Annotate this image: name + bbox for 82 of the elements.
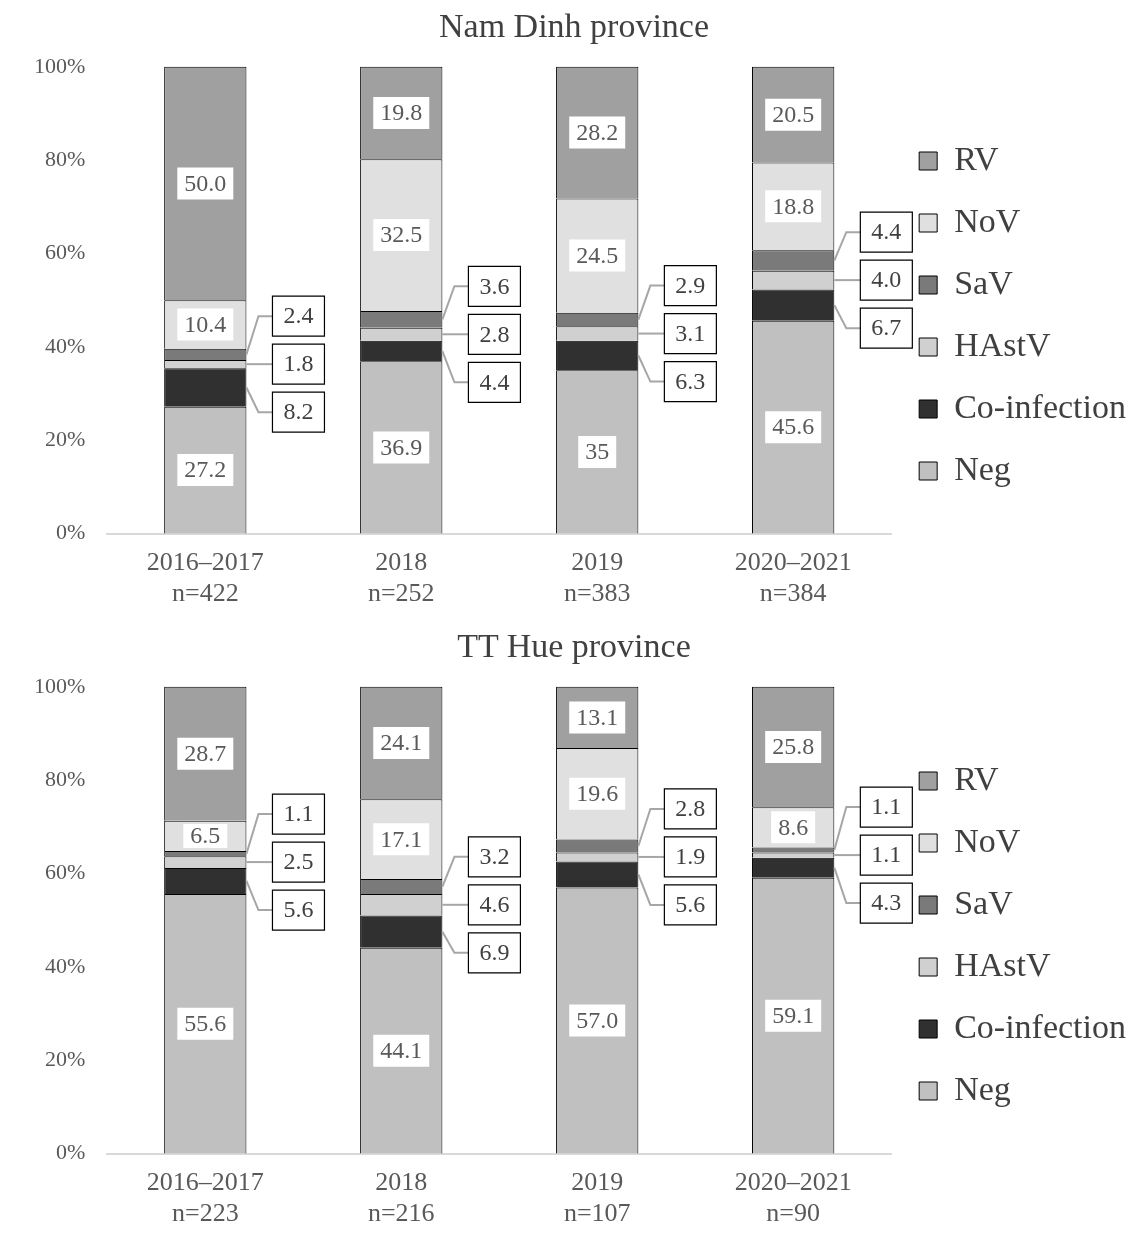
data-label: 28.7	[184, 740, 227, 767]
data-label: 6.5	[190, 822, 221, 849]
y-tick-label: 20%	[45, 426, 86, 452]
legend-label: Neg	[954, 449, 1011, 487]
data-label: 1.8	[283, 350, 314, 377]
legend-label: SaV	[954, 263, 1014, 301]
data-label: 6.9	[479, 939, 510, 966]
data-label: 1.1	[283, 800, 314, 827]
data-label: 36.9	[380, 433, 423, 460]
data-label: 55.6	[184, 1010, 227, 1037]
data-label: 19.6	[576, 779, 619, 806]
y-tick-label: 80%	[45, 765, 86, 791]
data-label: 4.4	[479, 368, 510, 395]
y-tick-label: 60%	[45, 859, 86, 885]
y-tick-label: 20%	[45, 1046, 86, 1072]
y-tick-label: 0%	[56, 1139, 86, 1165]
legend-label: RV	[954, 759, 1000, 797]
data-label: 2.8	[675, 795, 706, 822]
data-label: 57.0	[576, 1006, 619, 1033]
data-label: 2.9	[675, 271, 706, 298]
x-tick-label: 2020–2021 n=384	[734, 547, 852, 608]
data-label: 2.8	[479, 320, 510, 347]
data-label: 1.1	[871, 793, 902, 820]
y-tick-label: 40%	[45, 332, 86, 358]
data-label: 17.1	[380, 825, 423, 852]
y-tick-label: 100%	[34, 52, 86, 78]
data-label: 24.1	[380, 729, 423, 756]
legend-label: Neg	[954, 1069, 1011, 1107]
data-label: 3.2	[479, 843, 510, 870]
data-label: 32.5	[380, 221, 423, 248]
chart-title: Nam Dinh province	[438, 7, 710, 45]
legend-label: RV	[954, 139, 1000, 177]
data-label: 27.2	[184, 456, 227, 483]
data-label: 2.4	[283, 302, 314, 329]
data-label: 25.8	[772, 733, 815, 760]
data-label: 4.6	[479, 891, 510, 918]
data-label: 45.6	[772, 413, 815, 440]
data-label: 59.1	[772, 1001, 815, 1028]
x-tick-label: 2020–2021 n=90	[734, 1167, 852, 1228]
x-tick-label: 2018 n=216	[367, 1167, 435, 1228]
data-label: 13.1	[576, 703, 619, 730]
data-label: 6.3	[675, 367, 706, 394]
data-label: 3.6	[479, 272, 510, 299]
y-tick-label: 40%	[45, 952, 86, 978]
y-tick-label: 60%	[45, 239, 86, 265]
data-label: 24.5	[576, 241, 619, 268]
data-label: 4.3	[871, 889, 902, 916]
data-label: 35	[585, 438, 610, 465]
data-label: 19.8	[380, 99, 423, 126]
y-tick-label: 100%	[34, 672, 86, 698]
data-label: 1.1	[871, 841, 902, 868]
data-label: 5.6	[283, 896, 314, 923]
x-tick-label: 2016–2017 n=223	[146, 1167, 264, 1228]
x-tick-label: 2019 n=107	[563, 1167, 631, 1228]
x-tick-label: 2018 n=252	[367, 547, 435, 608]
y-tick-label: 0%	[56, 519, 86, 545]
legend-label: HAstV	[954, 945, 1051, 983]
data-label: 2.5	[283, 848, 314, 875]
data-label: 44.1	[380, 1036, 423, 1063]
data-label: 8.2	[283, 398, 314, 425]
y-tick-label: 80%	[45, 145, 86, 171]
data-label: 4.0	[871, 266, 902, 293]
chart-title: TT Hue province	[457, 627, 691, 665]
legend-label: SaV	[954, 883, 1014, 921]
legend-label: HAstV	[954, 325, 1051, 363]
data-label: 50.0	[184, 169, 227, 196]
data-label: 3.1	[675, 319, 706, 346]
data-label: 6.7	[871, 314, 902, 341]
data-label: 10.4	[184, 310, 227, 337]
data-label: 1.9	[675, 843, 706, 870]
data-label: 20.5	[772, 100, 815, 127]
legend-label: Co-infection	[954, 1007, 1126, 1045]
data-label: 4.4	[871, 218, 902, 245]
data-label: 18.8	[772, 192, 815, 219]
x-tick-label: 2019 n=383	[563, 547, 631, 608]
legend-label: NoV	[954, 821, 1021, 859]
x-tick-label: 2016–2017 n=422	[146, 547, 264, 608]
data-label: 5.6	[675, 891, 706, 918]
legend-label: Co-infection	[954, 387, 1126, 425]
data-label: 8.6	[778, 813, 809, 840]
legend-label: NoV	[954, 201, 1021, 239]
data-label: 28.2	[576, 118, 619, 145]
